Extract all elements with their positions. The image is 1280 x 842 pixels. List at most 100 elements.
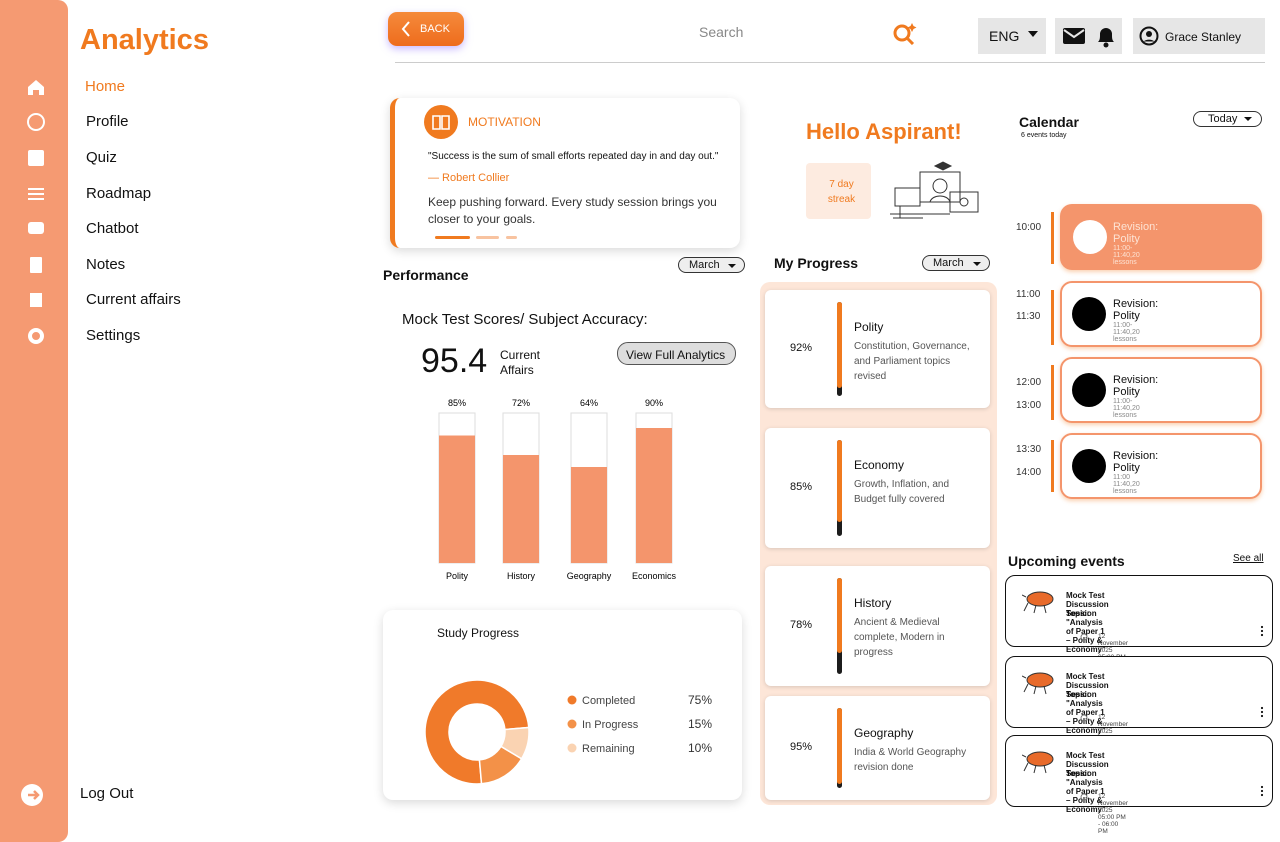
icon-shape [1260, 633, 1264, 637]
menu-item[interactable]: Profile [86, 113, 129, 130]
icon-shape [30, 257, 42, 273]
icon-shape [28, 80, 44, 95]
search-input[interactable]: Search [699, 24, 744, 40]
event-time: 12 November 2025 05:00 PM - 06:00 PM [1098, 793, 1128, 835]
progress-subject: Polity [854, 320, 884, 334]
section-title: Calendar [1019, 114, 1079, 130]
user-menu[interactable]: Grace Stanley [1133, 18, 1265, 54]
month-select[interactable]: March [922, 255, 990, 271]
event-title: Revision: Polity [1113, 221, 1159, 245]
search-icon[interactable] [892, 21, 918, 45]
menu-icon[interactable] [26, 291, 46, 309]
icon-shape [30, 293, 42, 307]
more-menu[interactable] [1259, 625, 1265, 639]
month-select[interactable]: March [678, 257, 745, 273]
back-button[interactable]: BACK [388, 12, 464, 46]
event-topic: Topic: "Analysis of Paper 1 – Polity & E… [1066, 690, 1106, 735]
see-all-link[interactable]: See all [1233, 553, 1264, 564]
donut-segment [499, 726, 530, 760]
icon-shape [1260, 706, 1264, 710]
progress-subject: Economy [854, 458, 905, 472]
menu-item[interactable]: Current affairs [86, 291, 181, 308]
icon-shape [1026, 591, 1054, 607]
menu-icon[interactable] [26, 185, 46, 203]
icon-shape [1026, 672, 1054, 688]
icon-shape [28, 328, 44, 344]
icon-shape [1022, 675, 1047, 695]
event-icon [1022, 672, 1054, 695]
x-tick-label: Economics [632, 571, 677, 581]
carousel-dot[interactable] [506, 236, 517, 239]
time-marker [1051, 212, 1054, 264]
upcoming-card[interactable] [1005, 735, 1273, 807]
progress-detail: Growth, Inflation, and Budget fully cove… [854, 479, 950, 505]
header-divider [395, 62, 1265, 63]
donut-chart: Completed 75% In Progress 15% Remaining 10% [424, 679, 712, 785]
view-select[interactable]: Today [1193, 111, 1262, 127]
time-marker [1051, 440, 1054, 492]
motivation-message: Keep pushing forward. Every study sessio… [428, 195, 717, 226]
event-detail: 11:00-11:40,20 lessons [1113, 322, 1140, 343]
progress-fill [837, 302, 842, 389]
logout-icon[interactable] [20, 783, 46, 809]
analytics-button[interactable]: View Full Analytics [617, 342, 736, 365]
icon-shape [1022, 754, 1047, 774]
legend-swatch [567, 719, 577, 729]
illustration [890, 161, 979, 219]
menu-item[interactable]: Chatbot [86, 220, 139, 237]
menu-item[interactable]: Roadmap [86, 185, 152, 202]
x-tick-label: Polity [446, 571, 469, 581]
bar-chart: 85% Polity 72% History 64% Geography 90% Econom… [438, 398, 677, 581]
menu-icon[interactable] [26, 256, 46, 274]
event-avatar [1072, 297, 1106, 331]
icon-shape [1026, 751, 1054, 767]
menu-icon[interactable] [26, 78, 46, 96]
time-label: 14:00 [1016, 467, 1042, 478]
bar-value-label: 72% [512, 398, 530, 408]
event-topic: Topic: "Analysis of Paper 1 – Polity & E… [1066, 769, 1106, 814]
card-title: Study Progress [437, 626, 520, 640]
bar [439, 435, 475, 563]
menu-icon[interactable] [26, 113, 46, 131]
section-title: Upcoming events [1008, 553, 1125, 569]
x-tick-label: History [507, 571, 536, 581]
donut-segment [424, 679, 530, 785]
menu-icon[interactable] [26, 149, 46, 167]
progress-percent: 85% [790, 481, 813, 493]
time-label: 13:00 [1016, 400, 1042, 411]
icon-shape [28, 222, 44, 234]
menu-item[interactable]: Settings [86, 327, 141, 344]
progress-percent: 78% [790, 619, 813, 631]
time-marker [1051, 365, 1054, 420]
motivation-label: MOTIVATION [468, 115, 541, 129]
legend-value: 15% [688, 717, 712, 731]
upcoming-card[interactable] [1005, 575, 1273, 647]
event-icon [1022, 751, 1054, 774]
mail-bell-icons[interactable] [1062, 26, 1118, 48]
event-card[interactable] [1060, 357, 1262, 423]
menu-item[interactable]: Home [85, 78, 126, 95]
menu-item[interactable]: Notes [86, 256, 126, 273]
menu-icon[interactable] [26, 220, 46, 238]
language-select[interactable]: ENG [978, 18, 1046, 54]
event-title: Revision: Polity [1113, 374, 1159, 398]
legend-label: In Progress [582, 719, 639, 731]
logout-link[interactable]: Log Out [80, 785, 134, 802]
event-title: Mock Test Discussion Session [1066, 672, 1109, 699]
more-menu[interactable] [1259, 706, 1265, 720]
icon-shape [27, 113, 45, 131]
icon-shape [1080, 714, 1088, 722]
menu-item[interactable]: Quiz [86, 149, 117, 166]
bar-value-label: 64% [580, 398, 598, 408]
upcoming-card[interactable] [1005, 656, 1273, 728]
legend-swatch [567, 743, 577, 753]
menu-icon[interactable] [26, 327, 46, 345]
calendar-subtitle: 6 events today [1021, 132, 1067, 139]
progress-fill [837, 578, 842, 653]
carousel-dot[interactable] [435, 236, 470, 239]
carousel-dot[interactable] [476, 236, 499, 239]
event-icon [1022, 591, 1054, 614]
progress-card [765, 696, 990, 800]
more-menu[interactable] [1259, 785, 1265, 799]
progress-subject: History [854, 596, 892, 610]
